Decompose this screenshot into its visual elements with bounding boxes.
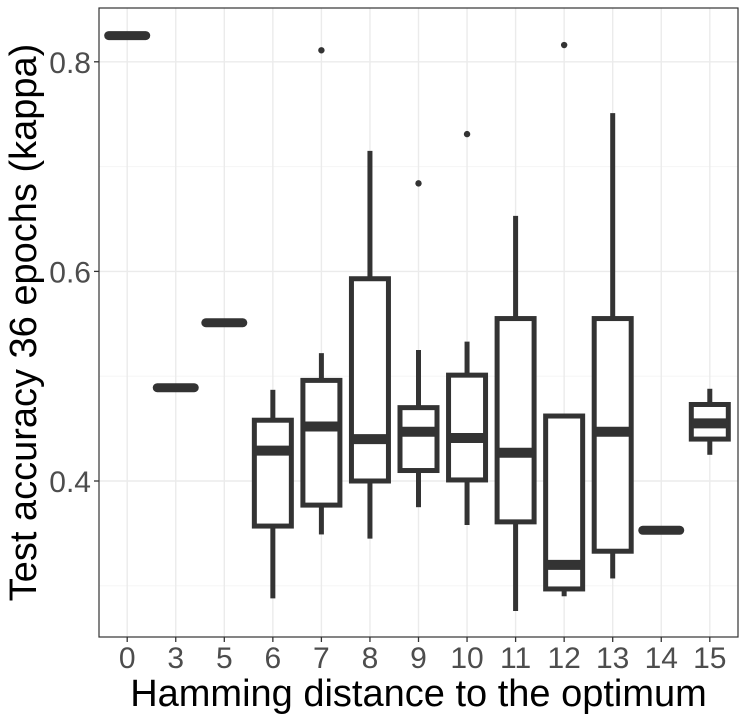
- x-tick-label: 3: [167, 642, 184, 675]
- x-tick-label: 9: [410, 642, 427, 675]
- x-tick-label: 0: [119, 642, 136, 675]
- x-tick-label: 8: [362, 642, 379, 675]
- x-axis-ticks: 0 3 5 6 7 8 9 10 11 12 13 14 15: [119, 637, 726, 675]
- outlier-9: [415, 180, 422, 187]
- box-11: [494, 215, 537, 611]
- box-body-7: [300, 377, 343, 508]
- y-axis-title: Test accuracy 36 epochs (kappa): [3, 44, 45, 602]
- box-13: [591, 113, 634, 579]
- outlier-10: [463, 130, 471, 138]
- x-tick-label: 14: [645, 642, 678, 675]
- box-body-10: [446, 372, 489, 483]
- box-series: [104, 31, 731, 611]
- x-tick-label: 10: [450, 642, 483, 675]
- outlier-12: [560, 41, 568, 49]
- box-body-9: [397, 405, 440, 474]
- y-tick-label: 0.4: [49, 466, 91, 499]
- box-9: [397, 180, 440, 508]
- box-6: [251, 389, 294, 599]
- x-tick-label: 7: [313, 642, 330, 675]
- x-tick-label: 12: [547, 642, 580, 675]
- box-body-8: [348, 276, 391, 484]
- y-axis-ticks: 0.4 0.6 0.8: [49, 47, 99, 499]
- x-tick-label: 11: [500, 642, 531, 675]
- box-12: [543, 41, 586, 597]
- box-15: [688, 388, 731, 455]
- x-tick-label: 6: [265, 642, 282, 675]
- box-8: [348, 150, 391, 539]
- x-tick-label: 15: [693, 642, 726, 675]
- box-body-6: [251, 417, 294, 529]
- y-tick-label: 0.6: [49, 256, 91, 289]
- x-axis-title: Hamming distance to the optimum: [130, 673, 707, 715]
- box-10: [446, 130, 489, 526]
- outlier-7: [318, 47, 325, 54]
- box-7: [300, 47, 343, 535]
- box-body-11: [494, 316, 537, 525]
- x-tick-label: 5: [216, 642, 233, 675]
- y-tick-label: 0.8: [49, 47, 91, 80]
- x-tick-label: 13: [596, 642, 629, 675]
